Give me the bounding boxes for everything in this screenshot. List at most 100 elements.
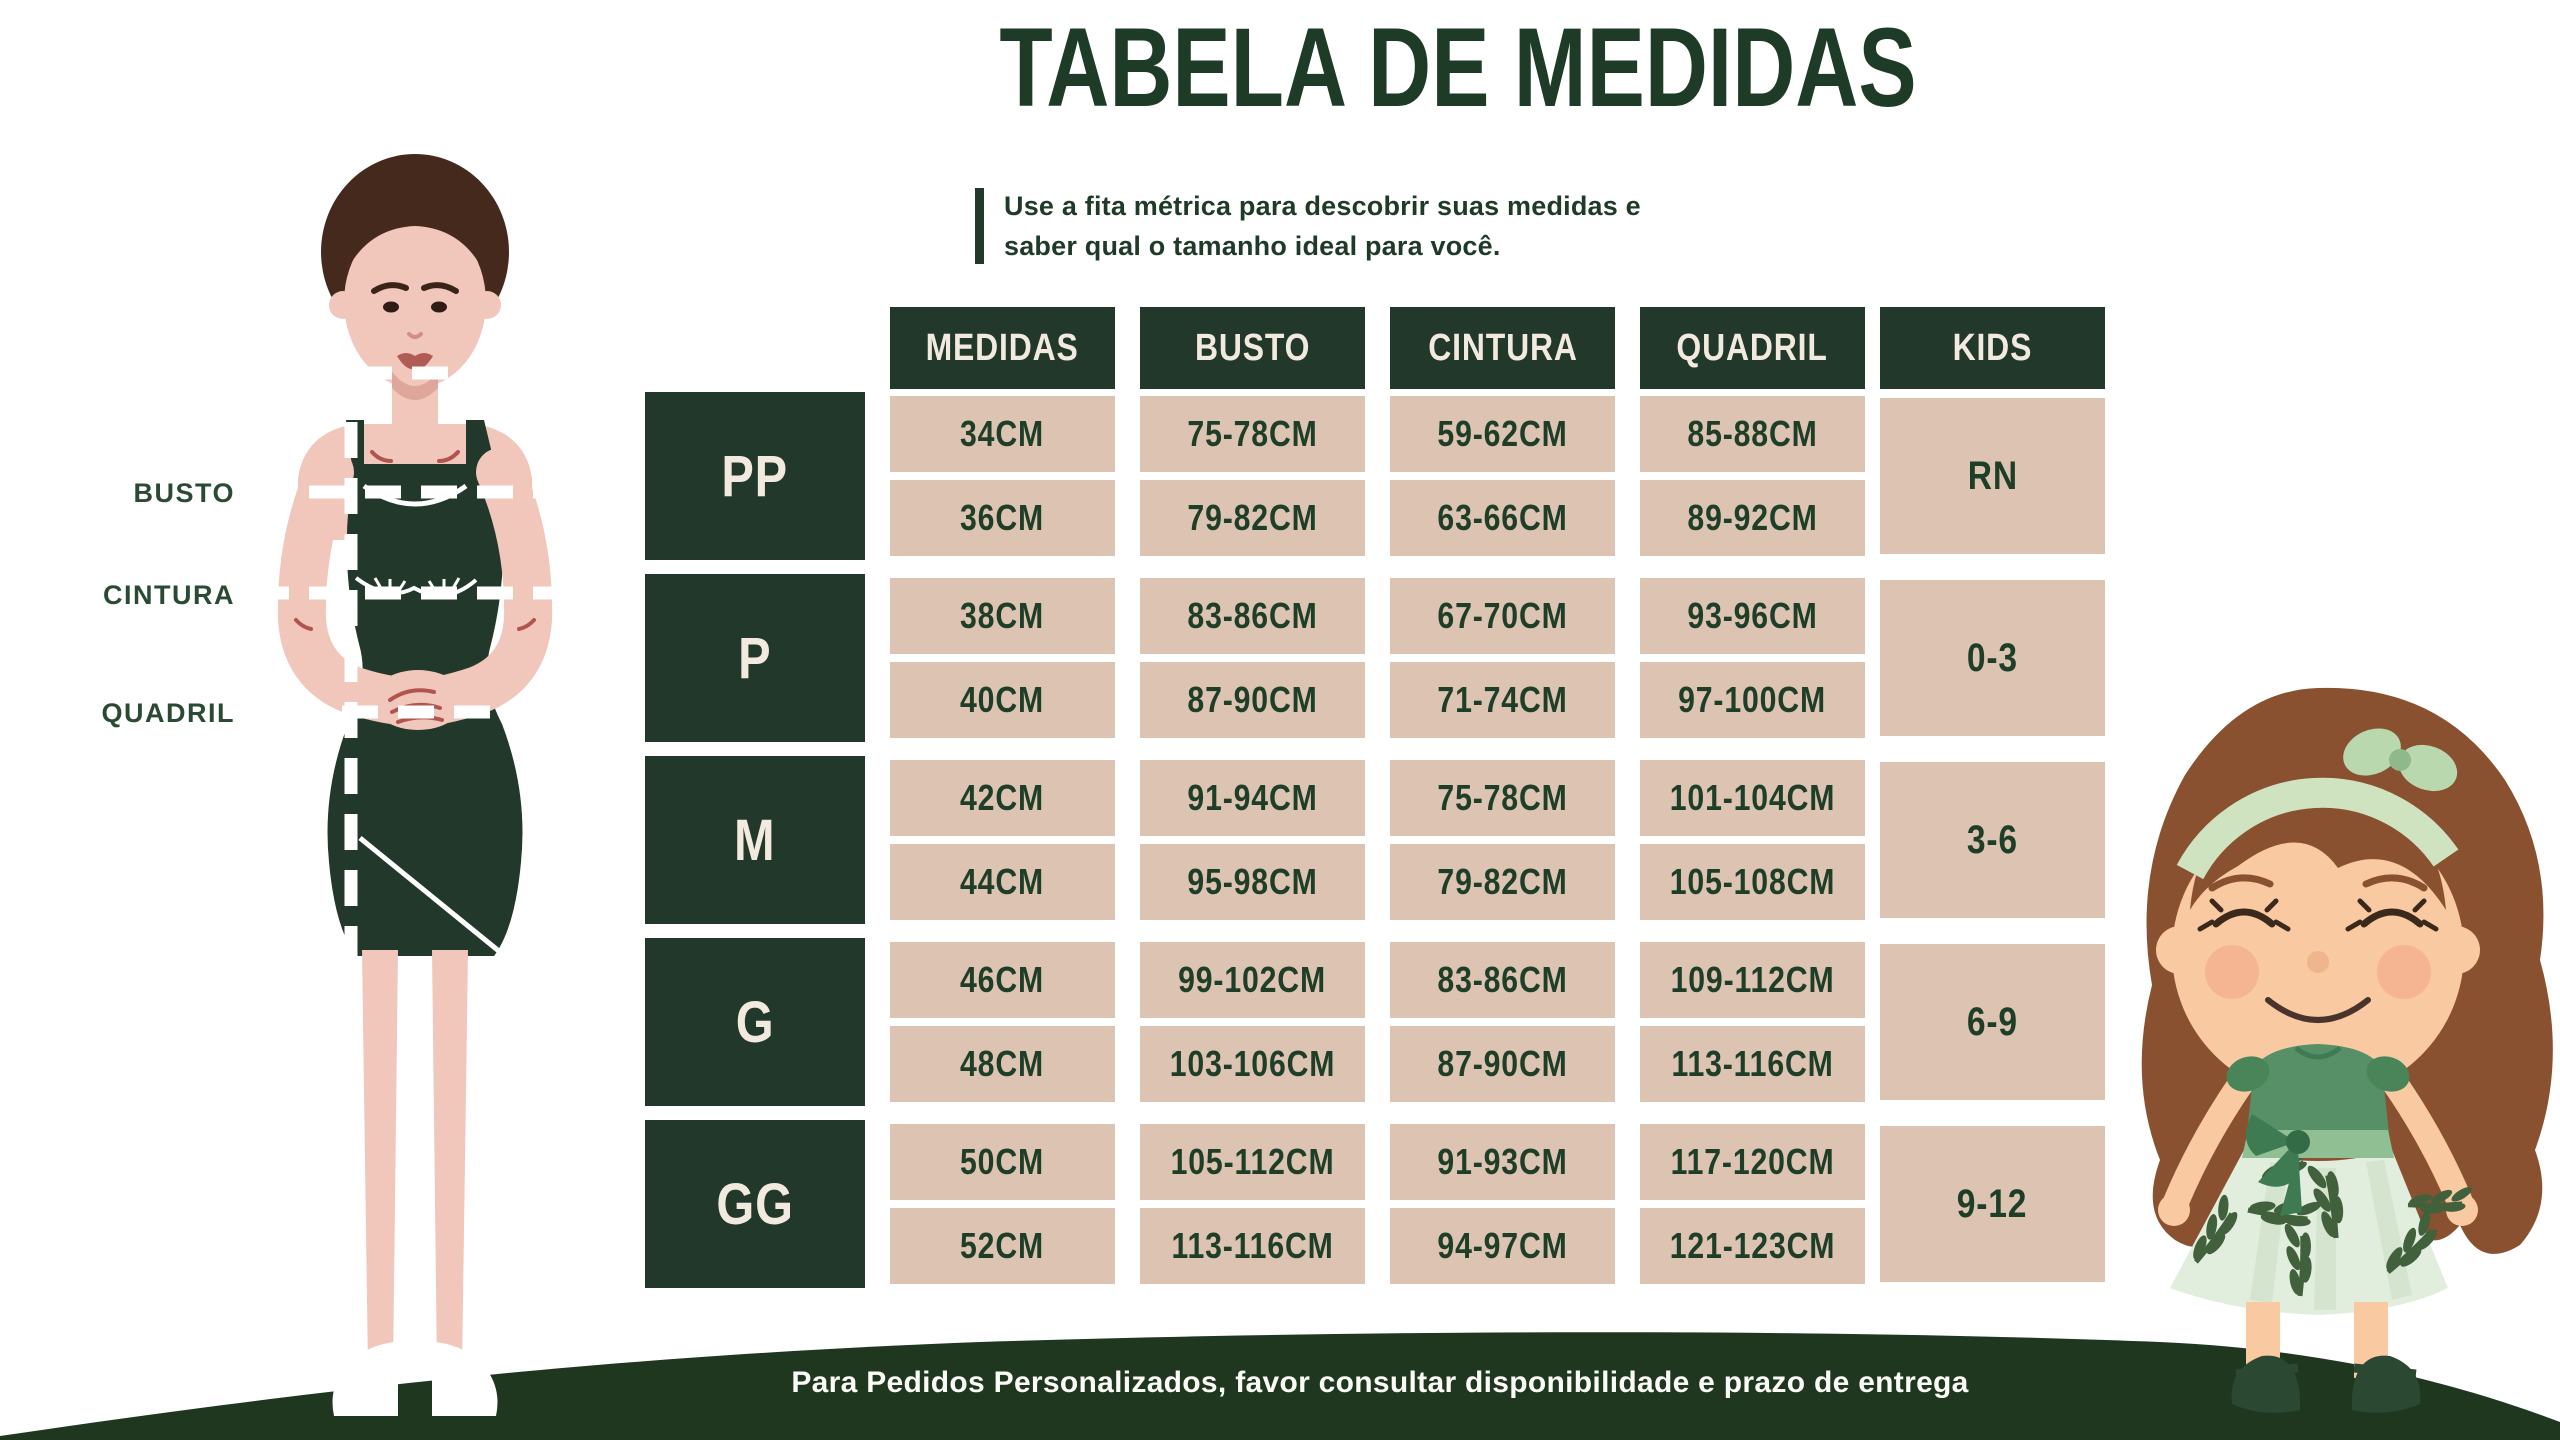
cell-pp-row2-quadril: 89-92CM <box>1640 480 1865 556</box>
size-label-g: G <box>645 938 865 1106</box>
cell-m-row1-cintura: 75-78CM <box>1390 760 1615 836</box>
page-title: TABELA DE MEDIDAS <box>999 5 1917 130</box>
cell-gg-row2-busto-text: 113-116CM <box>1171 1225 1334 1266</box>
cell-g-row2-cintura: 87-90CM <box>1390 1026 1615 1102</box>
cell-p-row2-busto: 87-90CM <box>1140 662 1365 738</box>
cell-gg-row1-busto-text: 105-112CM <box>1170 1141 1335 1182</box>
label-cintura: CINTURA <box>103 580 235 610</box>
cell-m-row2-quadril-text: 105-108CM <box>1669 861 1836 902</box>
cell-p-row1-busto-text: 83-86CM <box>1187 595 1318 636</box>
cell-m-row2-busto: 95-98CM <box>1140 844 1365 920</box>
cell-pp-row1-quadril-text: 85-88CM <box>1687 413 1818 454</box>
cell-g-row1-cintura: 83-86CM <box>1390 942 1615 1018</box>
cell-m-row2-busto-text: 95-98CM <box>1187 861 1318 902</box>
cell-pp-row2-quadril-text: 89-92CM <box>1687 497 1818 538</box>
cell-m-row1-quadril: 101-104CM <box>1640 760 1865 836</box>
cell-p-row2-medidas: 40CM <box>890 662 1115 738</box>
cell-pp-row1-cintura: 59-62CM <box>1390 396 1615 472</box>
cell-g-row2-quadril: 113-116CM <box>1640 1026 1865 1102</box>
size-label-gg-text: GG <box>716 1171 794 1237</box>
cell-pp-row2-busto-text: 79-82CM <box>1187 497 1318 538</box>
kids-cell-g-text: 6-9 <box>1966 999 2019 1044</box>
kids-cell-p-text: 0-3 <box>1966 635 2019 680</box>
size-label-p: P <box>645 574 865 742</box>
cell-m-row2-cintura: 79-82CM <box>1390 844 1615 920</box>
cell-pp-row2-cintura-text: 63-66CM <box>1437 497 1568 538</box>
cell-gg-row1-quadril: 117-120CM <box>1640 1124 1865 1200</box>
cell-g-row2-busto: 103-106CM <box>1140 1026 1365 1102</box>
cell-m-row1-quadril-text: 101-104CM <box>1669 777 1836 818</box>
cell-m-row2-medidas-text: 44CM <box>960 861 1045 902</box>
cell-p-row1-medidas-text: 38CM <box>960 595 1045 636</box>
cell-m-row2-medidas: 44CM <box>890 844 1115 920</box>
cell-g-row1-busto-text: 99-102CM <box>1178 959 1327 1000</box>
cell-pp-row2-cintura: 63-66CM <box>1390 480 1615 556</box>
cell-pp-row1-busto: 75-78CM <box>1140 396 1365 472</box>
cell-g-row1-medidas: 46CM <box>890 942 1115 1018</box>
cell-p-row1-quadril-text: 93-96CM <box>1687 595 1818 636</box>
cell-p-row2-busto-text: 87-90CM <box>1187 679 1318 720</box>
size-label-pp: PP <box>645 392 865 560</box>
size-label-m: M <box>645 756 865 924</box>
table-header-kids-text: KIDS <box>1952 326 2033 369</box>
cell-p-row1-quadril: 93-96CM <box>1640 578 1865 654</box>
size-label-pp-text: PP <box>721 443 789 509</box>
cell-gg-row1-cintura-text: 91-93CM <box>1437 1141 1568 1182</box>
label-busto: BUSTO <box>133 478 235 508</box>
kids-cell-m-text: 3-6 <box>1966 817 2019 862</box>
kids-cell-gg-text: 9-12 <box>1957 1181 2028 1226</box>
cell-p-row2-quadril: 97-100CM <box>1640 662 1865 738</box>
cell-m-row2-cintura-text: 79-82CM <box>1437 861 1568 902</box>
table-header-quadril-text: QUADRIL <box>1676 326 1829 369</box>
cell-m-row2-quadril: 105-108CM <box>1640 844 1865 920</box>
table-header-busto-text: BUSTO <box>1194 326 1311 369</box>
cell-pp-row1-medidas-text: 34CM <box>960 413 1045 454</box>
size-label-p-text: P <box>738 625 772 691</box>
label-quadril: QUADRIL <box>101 698 235 728</box>
cell-g-row1-cintura-text: 83-86CM <box>1437 959 1568 1000</box>
cell-g-row1-quadril: 109-112CM <box>1640 942 1865 1018</box>
cell-gg-row1-cintura: 91-93CM <box>1390 1124 1615 1200</box>
kids-cell-g: 6-9 <box>1880 944 2105 1100</box>
cell-gg-row1-busto: 105-112CM <box>1140 1124 1365 1200</box>
cell-pp-row1-cintura-text: 59-62CM <box>1437 413 1568 454</box>
cell-g-row2-medidas: 48CM <box>890 1026 1115 1102</box>
cell-pp-row2-medidas: 36CM <box>890 480 1115 556</box>
cell-gg-row2-quadril: 121-123CM <box>1640 1208 1865 1284</box>
cell-gg-row1-medidas-text: 50CM <box>960 1141 1045 1182</box>
cell-p-row1-busto: 83-86CM <box>1140 578 1365 654</box>
kids-cell-p: 0-3 <box>1880 580 2105 736</box>
cell-g-row2-medidas-text: 48CM <box>960 1043 1045 1084</box>
cell-g-row1-quadril-text: 109-112CM <box>1670 959 1835 1000</box>
subtitle: Use a fita métrica para descobrir suas m… <box>1004 186 1764 266</box>
subtitle-accent-bar <box>975 188 984 264</box>
cell-pp-row1-medidas: 34CM <box>890 396 1115 472</box>
subtitle-line-1: Use a fita métrica para descobrir suas m… <box>1004 191 1641 221</box>
table-header-cintura-text: CINTURA <box>1427 326 1578 369</box>
cell-p-row2-quadril-text: 97-100CM <box>1678 679 1827 720</box>
cell-pp-row2-busto: 79-82CM <box>1140 480 1365 556</box>
table-header-quadril: QUADRIL <box>1640 307 1865 389</box>
cell-gg-row1-quadril-text: 117-120CM <box>1670 1141 1835 1182</box>
cell-m-row1-cintura-text: 75-78CM <box>1437 777 1568 818</box>
cell-gg-row2-medidas: 52CM <box>890 1208 1115 1284</box>
cell-p-row2-medidas-text: 40CM <box>960 679 1045 720</box>
cell-g-row2-quadril-text: 113-116CM <box>1671 1043 1834 1084</box>
kids-cell-m: 3-6 <box>1880 762 2105 918</box>
cell-m-row1-medidas: 42CM <box>890 760 1115 836</box>
cell-gg-row2-quadril-text: 121-123CM <box>1669 1225 1836 1266</box>
cell-g-row1-medidas-text: 46CM <box>960 959 1045 1000</box>
kids-cell-pp: RN <box>1880 398 2105 554</box>
cell-gg-row1-medidas: 50CM <box>890 1124 1115 1200</box>
cell-gg-row2-busto: 113-116CM <box>1140 1208 1365 1284</box>
cell-pp-row1-quadril: 85-88CM <box>1640 396 1865 472</box>
cell-g-row1-busto: 99-102CM <box>1140 942 1365 1018</box>
cell-gg-row2-medidas-text: 52CM <box>960 1225 1045 1266</box>
table-header-medidas-text: MEDIDAS <box>925 326 1080 369</box>
table-header-cintura: CINTURA <box>1390 307 1615 389</box>
cell-m-row1-busto: 91-94CM <box>1140 760 1365 836</box>
cell-p-row1-medidas: 38CM <box>890 578 1115 654</box>
cell-pp-row1-busto-text: 75-78CM <box>1187 413 1318 454</box>
cell-m-row1-busto-text: 91-94CM <box>1187 777 1318 818</box>
